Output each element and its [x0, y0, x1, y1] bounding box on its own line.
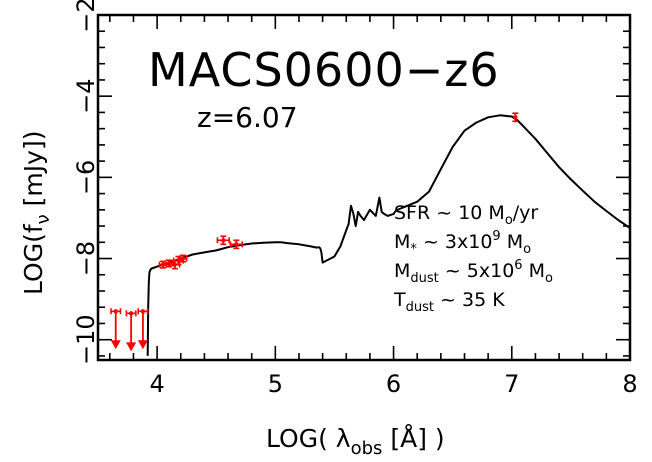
upper-limit-point [110, 308, 122, 350]
photometry-point [178, 254, 188, 263]
chart-title: MACS0600−z6 [148, 43, 500, 97]
y-tick-label: −6 [72, 160, 100, 195]
photometry-series [110, 112, 519, 352]
axis-tick-labels: 4 5 6 7 8 −10 −8 −6 −4 −2 [72, 0, 638, 398]
y-axis-title-pre: LOG(f [19, 223, 48, 295]
model-sed-line [146, 114, 630, 356]
x-tick-label: 6 [386, 370, 401, 398]
y-axis-title-post: [mJy]) [19, 131, 48, 215]
upper-limit-point [125, 310, 137, 352]
x-axis-title: LOG( λobs [Å] ) [266, 424, 445, 459]
x-tick-label: 5 [268, 370, 283, 398]
upper-limit-point [137, 308, 149, 350]
y-tick-label: −8 [72, 241, 100, 276]
plot-frame [96, 13, 632, 362]
y-tick-label: −4 [72, 78, 100, 113]
x-axis-title-sub: obs [351, 438, 383, 459]
y-axis-title: LOG(fν [mJy]) [19, 131, 54, 295]
y-axis-title-sub: ν [33, 214, 54, 224]
x-tick-label: 4 [149, 370, 164, 398]
x-axis-title-post: [Å] ) [382, 424, 444, 453]
photometry-point [512, 112, 519, 123]
y-tick-label: −10 [72, 314, 100, 365]
annotation-line: Mdust ~ 5x106 Mo [394, 258, 553, 286]
x-tick-label: 8 [622, 370, 637, 398]
annotation-line: Tdust ~ 35 K [393, 289, 505, 315]
photometry-point [216, 235, 231, 246]
chart-subtitle: z=6.07 [197, 101, 298, 134]
annotation-line: M* ~ 3x109 Mo [394, 229, 531, 257]
y-tick-label: −2 [72, 0, 100, 33]
x-tick-label: 7 [504, 370, 519, 398]
model-sed-series [146, 114, 630, 356]
photometry-point [229, 239, 244, 250]
x-axis-title-pre: LOG( λ [266, 424, 351, 453]
annotation-line: SFR ~ 10 Mo/yr [394, 202, 538, 228]
